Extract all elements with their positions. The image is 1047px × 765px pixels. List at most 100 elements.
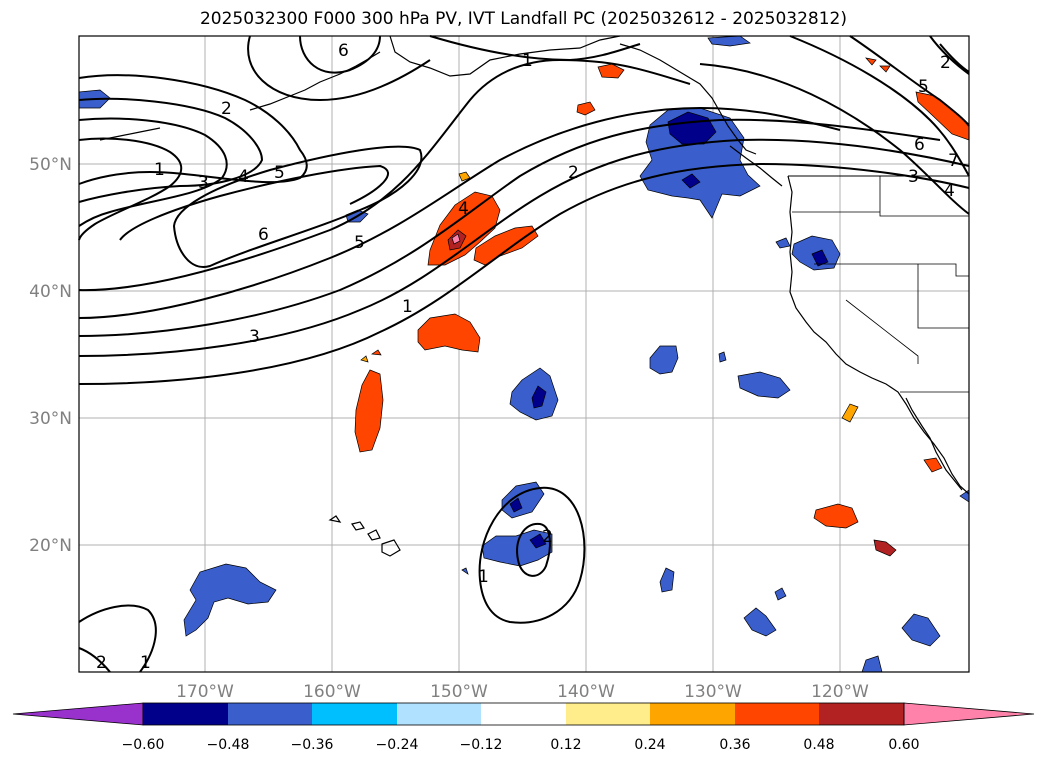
pv-label: 4 xyxy=(458,199,469,219)
colorbar-extend-max xyxy=(903,702,1035,726)
ivt-neg-anomaly xyxy=(774,587,787,601)
ivt-pos-anomaly xyxy=(865,57,877,66)
pv-contour-4 xyxy=(78,137,183,241)
lon-label: 170°W xyxy=(176,682,234,702)
hawaii-island xyxy=(351,521,365,531)
colorbar-tick-label: −0.12 xyxy=(460,737,503,753)
pv-contour-north xyxy=(247,35,431,102)
ivt-neg-anomaly xyxy=(461,567,469,575)
pv-label: 3 xyxy=(198,173,209,193)
colorbar-tick-label: 0.60 xyxy=(888,737,919,753)
pv-label: 6 xyxy=(258,225,269,245)
pv-label: 4 xyxy=(944,181,955,201)
pv-contour-1-loop xyxy=(478,486,586,624)
ivt-neg-anomaly-core xyxy=(811,249,829,267)
colorbar-bin xyxy=(566,703,650,725)
lon-label: 120°W xyxy=(811,682,869,702)
colorbar-frame xyxy=(142,702,905,726)
state-border xyxy=(917,264,969,329)
pv-contour-ne xyxy=(939,43,970,73)
pv-label: 2 xyxy=(542,527,553,547)
lon-label: 160°W xyxy=(303,682,361,702)
pv-label: 1 xyxy=(522,51,533,71)
lat-label: 40°N xyxy=(29,282,72,302)
alaska-coast xyxy=(389,35,621,77)
lon-label: 140°W xyxy=(557,682,615,702)
coastlines xyxy=(99,35,970,557)
pv-label: 4 xyxy=(238,167,249,187)
ivt-negative-anomalies xyxy=(78,35,970,673)
state-border xyxy=(845,299,919,364)
colorbar-bin xyxy=(819,703,904,725)
ivt-neg-anomaly-core xyxy=(531,385,547,409)
colorbar-bin xyxy=(312,703,397,725)
pv-label: 2 xyxy=(940,53,951,73)
ivt-neg-anomaly xyxy=(649,345,679,375)
pv-contour-north xyxy=(429,35,641,62)
colorbar-bin xyxy=(481,703,566,725)
colorbar-bin xyxy=(143,703,228,725)
lat-axis: 50°N 40°N 30°N 20°N xyxy=(29,155,72,556)
pv-contour-ne xyxy=(789,35,970,177)
pv-contour-north xyxy=(299,35,381,74)
pv-contour-ne xyxy=(699,63,970,215)
colorbar-bin xyxy=(650,703,735,725)
ivt-neg-anomaly-core xyxy=(681,173,701,189)
colorbar-tick-label: −0.60 xyxy=(122,737,165,753)
hawaii-island xyxy=(381,539,401,557)
pv-label: 5 xyxy=(918,77,929,97)
pv-contour-main-1 xyxy=(78,58,691,292)
pv-contour-main-3 xyxy=(78,118,941,337)
ivt-neg-anomaly xyxy=(718,351,727,363)
pv-label: 6 xyxy=(338,41,349,61)
pv-contour-ne xyxy=(929,35,970,75)
colorbar-bin xyxy=(735,703,819,725)
ivt-pos-anomaly xyxy=(576,101,596,116)
ivt-pos-anomaly xyxy=(923,457,943,473)
baja-coast xyxy=(905,397,963,491)
lat-label: 20°N xyxy=(29,536,72,556)
map-frame xyxy=(78,35,970,673)
lon-label: 130°W xyxy=(684,682,742,702)
pv-contour-ne xyxy=(849,35,970,127)
pv-label: 1 xyxy=(402,297,413,317)
ivt-neg-anomaly xyxy=(639,107,761,219)
pv-label: 2 xyxy=(221,99,232,119)
pv-label: 6 xyxy=(914,135,925,155)
colorbar-bin xyxy=(228,703,312,725)
lon-label: 150°W xyxy=(430,682,488,702)
lat-label: 30°N xyxy=(29,409,72,429)
pv-label: 1 xyxy=(478,567,489,587)
colorbar-tick-label: −0.24 xyxy=(376,737,419,753)
hawaii-island xyxy=(328,515,342,523)
colorbar-tick-label: −0.48 xyxy=(207,737,250,753)
pv-contour-3 xyxy=(78,117,228,227)
colorbar: −0.60 −0.48 −0.36 −0.24 −0.12 0.12 0.24 … xyxy=(12,702,1035,753)
pv-label: 3 xyxy=(908,167,919,187)
map-title: 2025032300 F000 300 hPa PV, IVT Landfall… xyxy=(199,9,847,29)
ivt-neg-anomaly-core xyxy=(529,533,547,549)
pv-label: 7 xyxy=(948,151,959,171)
us-west-coast xyxy=(787,175,970,495)
lat-label: 50°N xyxy=(29,155,72,175)
pv-contour-labels: 1 2 3 4 5 6 1 2 3 4 5 6 1 2 3 4 5 6 7 1 … xyxy=(96,41,959,673)
ivt-pos-anomaly xyxy=(417,313,481,353)
ivt-pos-anomaly xyxy=(813,503,859,529)
colorbar-tick-label: 0.36 xyxy=(719,737,750,753)
ivt-neg-anomaly-core xyxy=(509,497,523,513)
pv-contour-sw-1 xyxy=(78,604,157,673)
vancouver-island xyxy=(729,145,783,187)
colorbar-tick-label: −0.36 xyxy=(291,737,334,753)
ivt-neg-anomaly xyxy=(183,563,277,637)
pv-contour-main-2 xyxy=(78,106,841,319)
pv-contour-1 xyxy=(78,74,308,185)
hawaii-island xyxy=(367,529,381,541)
colorbar-tick-label: 0.24 xyxy=(634,737,665,753)
pv-contour-sw-2 xyxy=(78,647,111,673)
colorbar-ticks: −0.60 −0.48 −0.36 −0.24 −0.12 0.12 0.24 … xyxy=(122,737,920,753)
state-border xyxy=(814,263,969,277)
ivt-neg-anomaly xyxy=(659,567,675,593)
ivt-pos-anomaly xyxy=(841,403,859,423)
colorbar-bin xyxy=(397,703,481,725)
